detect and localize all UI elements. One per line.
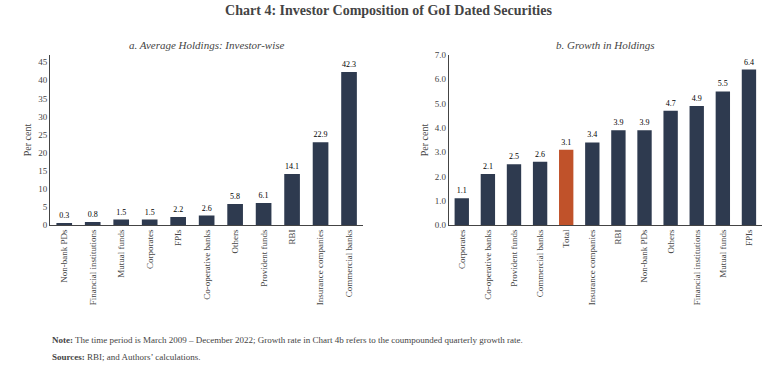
svg-text:2.1: 2.1 xyxy=(483,162,493,171)
svg-text:1.0: 1.0 xyxy=(435,196,447,206)
svg-text:10: 10 xyxy=(38,184,48,194)
svg-text:5.0: 5.0 xyxy=(435,99,447,109)
svg-text:Financial institutions: Financial institutions xyxy=(692,229,702,305)
svg-text:Note: The time period is March: Note: The time period is March 2009 – De… xyxy=(52,335,523,345)
svg-text:Mutual funds: Mutual funds xyxy=(718,229,728,278)
svg-text:2.6: 2.6 xyxy=(535,150,545,159)
svg-text:3.1: 3.1 xyxy=(561,138,571,147)
svg-text:15: 15 xyxy=(38,166,48,176)
svg-text:14.1: 14.1 xyxy=(285,162,299,171)
svg-text:20: 20 xyxy=(38,148,48,158)
svg-text:22.9: 22.9 xyxy=(314,130,328,139)
svg-text:Mutual funds: Mutual funds xyxy=(116,229,126,278)
svg-text:6.0: 6.0 xyxy=(435,74,447,84)
svg-text:1.5: 1.5 xyxy=(145,208,155,217)
svg-text:6.4: 6.4 xyxy=(744,58,754,67)
svg-text:2.5: 2.5 xyxy=(509,152,519,161)
svg-text:Insurance companies: Insurance companies xyxy=(587,229,597,305)
svg-text:RBI: RBI xyxy=(287,230,297,245)
svg-text:40: 40 xyxy=(38,75,48,85)
svg-text:Commercial banks: Commercial banks xyxy=(535,229,545,297)
svg-text:0: 0 xyxy=(43,220,48,230)
svg-text:3.0: 3.0 xyxy=(435,147,447,157)
svg-text:b. Growth in Holdings: b. Growth in Holdings xyxy=(556,39,655,51)
svg-text:0.0: 0.0 xyxy=(435,220,447,230)
svg-text:Corporates: Corporates xyxy=(145,229,155,269)
svg-text:Others: Others xyxy=(230,229,240,253)
svg-text:4.9: 4.9 xyxy=(692,94,702,103)
svg-text:Provident funds: Provident funds xyxy=(259,229,269,287)
svg-text:Others: Others xyxy=(666,229,676,253)
svg-text:3.9: 3.9 xyxy=(613,118,623,127)
svg-text:Non-bank PDs: Non-bank PDs xyxy=(59,229,69,283)
svg-text:a. Average Holdings: Investor-: a. Average Holdings: Investor-wise xyxy=(129,39,285,51)
svg-text:5.8: 5.8 xyxy=(230,192,240,201)
svg-text:Sources: RBI; and Authors’ cal: Sources: RBI; and Authors’ calculations. xyxy=(52,352,200,362)
svg-text:1.1: 1.1 xyxy=(457,186,467,195)
svg-text:Per cent: Per cent xyxy=(419,124,430,157)
svg-text:3.9: 3.9 xyxy=(640,118,650,127)
svg-text:4.0: 4.0 xyxy=(435,123,447,133)
svg-text:7.0: 7.0 xyxy=(435,50,447,60)
svg-text:5: 5 xyxy=(43,202,48,212)
svg-text:Per cent: Per cent xyxy=(22,124,33,157)
svg-text:Total: Total xyxy=(561,229,571,248)
svg-text:6.1: 6.1 xyxy=(259,191,269,200)
svg-text:Co-operative banks: Co-operative banks xyxy=(202,229,212,300)
svg-text:25: 25 xyxy=(38,130,48,140)
svg-text:FPIs: FPIs xyxy=(744,229,754,246)
svg-text:2.0: 2.0 xyxy=(435,172,447,182)
svg-text:Insurance companies: Insurance companies xyxy=(315,229,325,305)
svg-text:Co-operative banks: Co-operative banks xyxy=(483,229,493,300)
svg-text:Corporates: Corporates xyxy=(457,229,467,269)
svg-text:45: 45 xyxy=(38,57,48,67)
svg-text:Non-bank PDs: Non-bank PDs xyxy=(639,229,649,283)
svg-text:1.5: 1.5 xyxy=(116,208,126,217)
svg-text:3.4: 3.4 xyxy=(587,130,597,139)
svg-text:Financial institutions: Financial institutions xyxy=(88,229,98,305)
svg-text:Chart 4: Investor Composition: Chart 4: Investor Composition of GoI Dat… xyxy=(225,3,552,18)
svg-text:0.3: 0.3 xyxy=(59,211,69,220)
svg-text:4.7: 4.7 xyxy=(666,99,676,108)
svg-text:FPIs: FPIs xyxy=(173,229,183,246)
svg-text:42.3: 42.3 xyxy=(342,60,356,69)
svg-text:Commercial banks: Commercial banks xyxy=(344,229,354,297)
svg-text:2.2: 2.2 xyxy=(173,205,183,214)
svg-text:5.5: 5.5 xyxy=(718,79,728,88)
svg-text:RBI: RBI xyxy=(613,230,623,245)
svg-text:35: 35 xyxy=(38,94,48,104)
svg-text:30: 30 xyxy=(38,112,48,122)
svg-text:0.8: 0.8 xyxy=(88,210,98,219)
svg-text:Provident funds: Provident funds xyxy=(509,229,519,287)
svg-text:2.6: 2.6 xyxy=(202,204,212,213)
